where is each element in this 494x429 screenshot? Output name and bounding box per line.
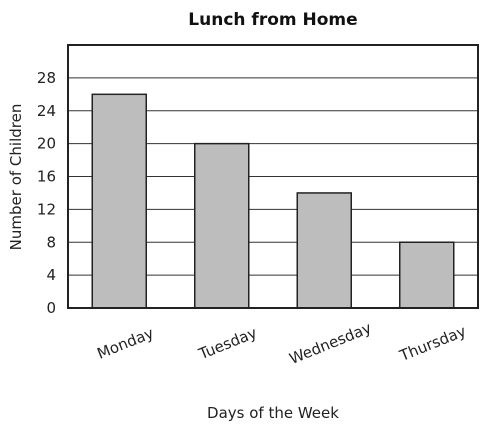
bar-monday — [91, 93, 147, 309]
y-tick-label: 20 — [37, 135, 56, 153]
y-tick-labels: 0 4 8 12 16 20 24 28 — [37, 69, 56, 317]
chart-title: Lunch from Home — [188, 10, 357, 30]
y-tick-label: 0 — [46, 299, 56, 317]
y-tick-label: 12 — [37, 200, 56, 218]
y-tick-label: 4 — [46, 266, 56, 284]
x-tick-labels: Monday Tuesday Wednesday Thursday — [95, 319, 469, 368]
y-tick-label: 8 — [46, 233, 56, 251]
y-axis-label: Number of Children — [7, 104, 25, 251]
x-tick-label: Wednesday — [287, 319, 374, 368]
bar-thursday — [399, 241, 455, 309]
y-tick-label: 24 — [37, 102, 56, 120]
x-axis-label: Days of the Week — [207, 404, 339, 422]
x-tick-label: Thursday — [396, 322, 468, 365]
y-tick-label: 16 — [37, 168, 56, 186]
bar-tuesday — [194, 142, 250, 309]
x-tick-label: Tuesday — [195, 324, 259, 364]
y-tick-label: 28 — [37, 69, 56, 87]
bars — [91, 93, 455, 309]
x-tick-label: Monday — [95, 324, 157, 363]
bar-wednesday — [296, 192, 352, 309]
plot-frame — [67, 44, 479, 309]
